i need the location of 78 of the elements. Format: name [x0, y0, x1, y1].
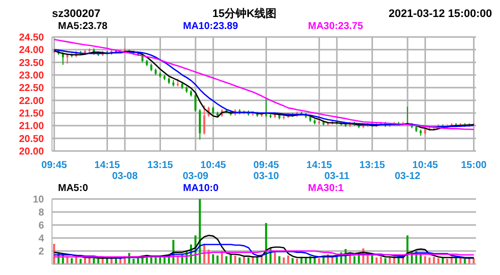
bar	[256, 258, 258, 264]
x-tick-label: 14:15	[94, 160, 120, 171]
x-tick-label: 03-12	[394, 171, 421, 182]
chart-subtitle: sz300207	[52, 8, 100, 21]
bar	[318, 258, 320, 264]
bar	[92, 258, 95, 264]
line-series	[54, 234, 474, 259]
y-tick-label: 20.50	[18, 134, 44, 145]
bar	[282, 258, 285, 264]
x-tick-label: 10:45	[412, 160, 438, 171]
bar	[398, 258, 400, 264]
bar	[428, 258, 431, 264]
bar	[265, 223, 268, 264]
bar	[331, 258, 334, 264]
x-tick-label: 13:15	[359, 160, 386, 171]
y-tick-label: 6	[38, 220, 44, 232]
y-tick-label: 24.00	[18, 45, 44, 56]
bar	[137, 258, 140, 264]
x-tick-label: 03-11	[324, 171, 350, 182]
bar	[238, 258, 241, 264]
bar	[198, 199, 201, 264]
y-tick-label: 22.00	[18, 96, 44, 107]
text: MA10:23.89	[183, 21, 240, 33]
y-tick-label: 21.00	[18, 121, 44, 132]
x-tick-label: 13:15	[147, 160, 174, 171]
x-tick-label: 03-08	[112, 171, 138, 182]
x-tick-label: 09:45 03-10	[253, 160, 280, 182]
bar	[278, 256, 280, 264]
y-tick-label: 21.50	[18, 108, 44, 120]
text: 2021-03-12 15:00:00	[388, 8, 492, 20]
series-label: MA5:23.78	[58, 21, 108, 33]
candlestick	[194, 94, 196, 112]
line-series	[54, 244, 474, 259]
bar	[243, 256, 246, 264]
y-tick-label: 22.50	[18, 83, 44, 94]
y-tick-label: 24.50	[18, 32, 44, 44]
x-tick-label: 09:45	[41, 160, 68, 171]
bar	[208, 250, 210, 264]
candlestick	[198, 108, 201, 140]
text: MA30:23.75	[308, 21, 364, 33]
candlestick	[203, 104, 206, 136]
y-tick-label: 23.50	[18, 58, 44, 69]
bar	[154, 258, 157, 264]
text: MA10:0	[183, 183, 220, 195]
bar	[353, 256, 356, 264]
bar	[388, 258, 391, 264]
y-tick-label: 4	[38, 234, 44, 245]
candlestick	[62, 52, 64, 66]
bar	[432, 256, 435, 264]
bar	[247, 258, 250, 264]
y-tick-label: 20.00	[18, 146, 44, 158]
bar	[437, 258, 440, 264]
bar	[424, 256, 426, 264]
x-tick-label: 15:00	[461, 160, 488, 171]
bar	[70, 258, 73, 264]
bar	[366, 256, 369, 264]
bar	[216, 256, 219, 264]
x-tick-label: 10:45	[200, 160, 226, 171]
y-tick-label: 10	[32, 194, 44, 206]
bar	[380, 256, 382, 264]
bar	[376, 258, 378, 264]
bar	[225, 256, 228, 264]
y-tick-label: 8	[38, 208, 44, 219]
bar	[287, 256, 290, 264]
bar	[292, 258, 294, 264]
y-tick-label: 2	[38, 246, 44, 258]
text: MA5:0	[58, 183, 90, 195]
bar	[384, 258, 386, 264]
y-tick-label: 23.00	[18, 70, 44, 82]
bar	[274, 252, 276, 264]
x-tick-label: 03-09	[182, 171, 209, 182]
chart-title: 15分钟K线图	[212, 8, 277, 21]
bar	[455, 258, 458, 264]
bar	[212, 254, 214, 264]
bar	[75, 258, 78, 264]
x-tick-label: 14:15	[306, 160, 332, 171]
bar	[234, 256, 236, 264]
text: MA30:1	[308, 183, 345, 195]
